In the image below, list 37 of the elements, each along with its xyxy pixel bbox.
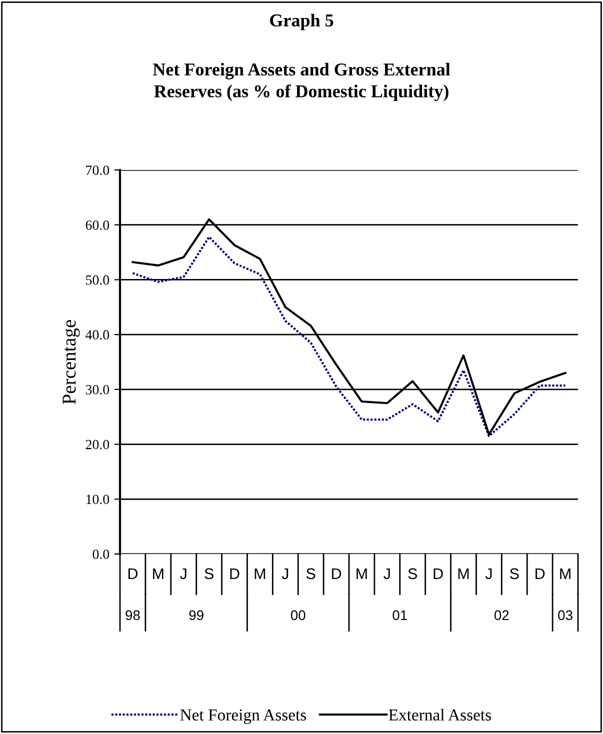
chart-subtitle: Net Foreign Assets and Gross External Reserves (as % of Domestic Liquidity) xyxy=(152,62,450,102)
y-tick-label: 20.0 xyxy=(86,440,110,450)
x-tick-label: S xyxy=(510,568,519,580)
text: 03 xyxy=(558,610,572,620)
y-tick-label: 50.0 xyxy=(86,275,110,285)
y-tick-label: 60.0 xyxy=(86,220,110,230)
x-tick-label: M xyxy=(560,568,570,579)
x-tick-label: D xyxy=(128,568,138,579)
y-tick-label: 10.0 xyxy=(86,494,110,504)
x-tick-label: J xyxy=(282,568,288,580)
x-tick-label: D xyxy=(536,568,545,579)
y-tick-label: 40.0 xyxy=(86,330,110,340)
x-tick-label: J xyxy=(485,568,492,580)
x-tick-label: S xyxy=(306,568,316,580)
x-tick-label: M xyxy=(153,568,164,579)
text: 01 xyxy=(392,610,407,620)
x-tick-label: D xyxy=(230,568,240,579)
text: 02 xyxy=(494,610,509,620)
y-tick-label: 30.0 xyxy=(86,385,110,394)
text: 98 xyxy=(126,610,140,620)
y-tick-label: 0.0 xyxy=(92,550,110,560)
x-tick-label: M xyxy=(458,568,469,579)
x-tick-label: J xyxy=(384,568,390,580)
x-tick-label: J xyxy=(180,568,186,580)
y-tick-label: 70.0 xyxy=(86,166,110,176)
text: 99 xyxy=(189,610,204,620)
y-axis-title: Percentage xyxy=(62,320,80,404)
x-tick-label: S xyxy=(408,568,418,580)
x-tick-label: M xyxy=(356,568,367,579)
x-tick-label: D xyxy=(434,568,443,579)
x-tick-label: S xyxy=(204,568,214,580)
legend-label: External Assets xyxy=(388,708,491,721)
text: 00 xyxy=(290,610,306,620)
x-tick-label: D xyxy=(332,568,342,579)
chart-title: Graph 5 xyxy=(270,14,334,30)
x-tick-label: M xyxy=(254,568,266,579)
legend-label: Net Foreign Assets xyxy=(180,709,306,724)
